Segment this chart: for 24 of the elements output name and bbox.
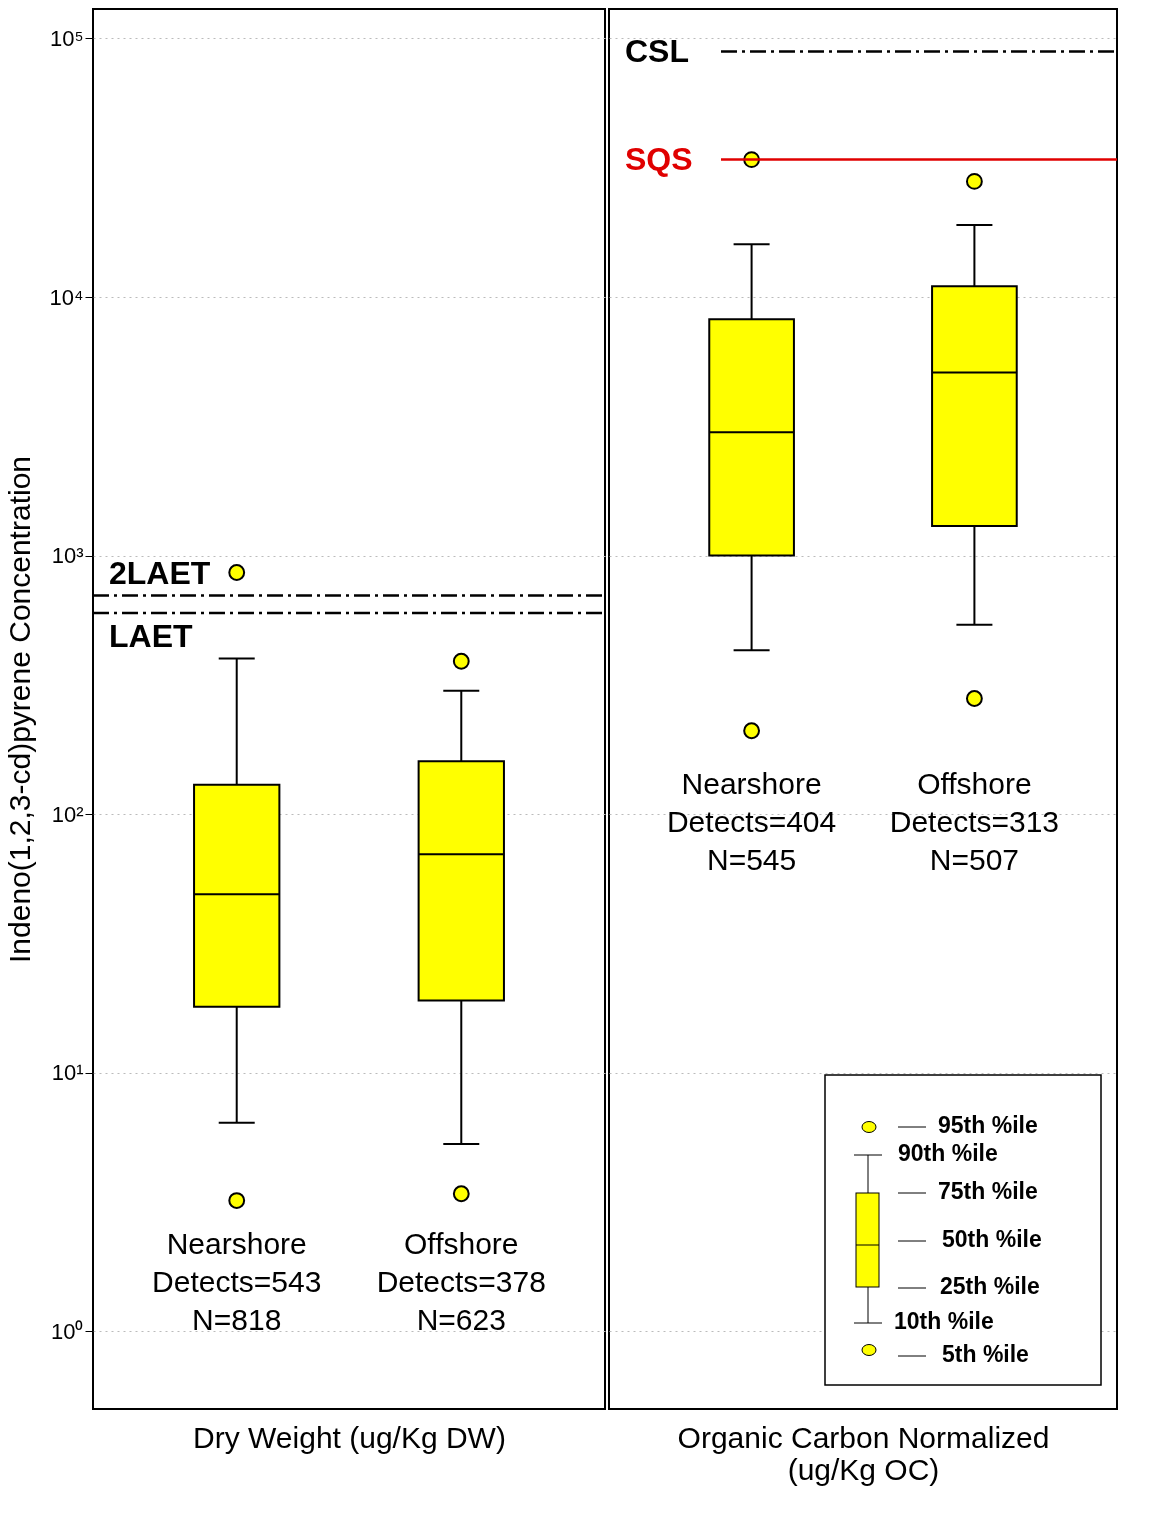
annotation: 75th %ile <box>938 1178 1038 1205</box>
annotation: 50th %ile <box>942 1226 1042 1253</box>
x-axis-title: Dry Weight (ug/Kg DW) <box>193 1420 506 1454</box>
x-tick-label: Nearshore Detects=543 N=818 <box>152 1226 322 1336</box>
y-tick-label: 10⁴ <box>49 284 84 310</box>
y-tick-label: 10² <box>51 801 84 827</box>
annotation: 90th %ile <box>898 1140 998 1167</box>
x-axis-title: Organic Carbon Normalized (ug/Kg OC) <box>677 1420 1050 1486</box>
ref-line-label: CSL <box>625 32 689 69</box>
annotation: 95th %ile <box>938 1112 1038 1139</box>
ref-line-label: 2LAET <box>109 554 211 591</box>
y-axis-title: Indeno(1,2,3-cd)pyrene Concentration <box>2 456 36 963</box>
x-tick-label: Offshore Detects=378 N=623 <box>376 1226 546 1336</box>
ref-line-label: LAET <box>109 617 193 654</box>
annotation: 25th %ile <box>940 1273 1040 1300</box>
y-tick-label: 10¹ <box>51 1060 84 1086</box>
annotation: 5th %ile <box>942 1341 1029 1368</box>
x-tick-label: Nearshore Detects=404 N=545 <box>666 766 837 876</box>
y-tick-label: 10⁵ <box>49 25 84 51</box>
annotation: 10th %ile <box>894 1308 994 1335</box>
x-tick-label: Offshore Detects=313 N=507 <box>889 766 1060 876</box>
ref-line-label: SQS <box>625 140 693 177</box>
y-tick-label: 10³ <box>51 543 84 569</box>
y-tick-label: 10⁰ <box>51 1318 84 1344</box>
